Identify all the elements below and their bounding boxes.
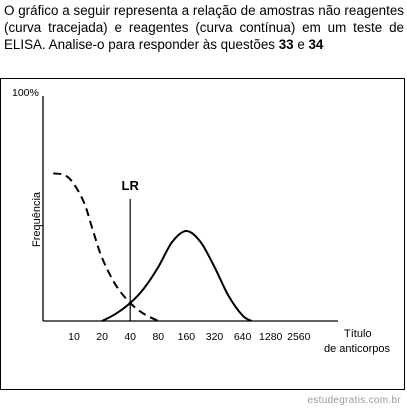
x-tick-label: 2560 [287, 331, 311, 343]
lr-label: LR [122, 178, 140, 193]
question-intro: O gráfico a seguir representa a relação … [4, 3, 404, 52]
question-text: O gráfico a seguir representa a relação … [4, 2, 404, 53]
y-top-label: 100% [12, 87, 39, 99]
x-axis-label-line1: Título [344, 328, 372, 340]
chart-frame [0, 78, 405, 390]
question-connector: e [293, 37, 309, 52]
y-axis-label: Frequência [31, 191, 43, 247]
x-axis-label-line2: de anticorpos [324, 343, 391, 355]
x-tick-label: 40 [124, 331, 136, 343]
question-number-2: 34 [308, 37, 324, 52]
non-reactive-curve [53, 172, 159, 322]
x-tick-label: 10 [68, 331, 80, 343]
reactive-curve [101, 229, 253, 322]
x-tick-label: 160 [178, 331, 196, 343]
question-number-1: 33 [278, 37, 294, 52]
x-tick-label: 1280 [259, 331, 283, 343]
x-tick-label: 320 [206, 331, 224, 343]
watermark: estudegratis.com.br [307, 395, 401, 406]
x-tick-label: 20 [96, 331, 108, 343]
x-tick-label: 80 [152, 331, 164, 343]
x-tick-label: 640 [234, 331, 252, 343]
